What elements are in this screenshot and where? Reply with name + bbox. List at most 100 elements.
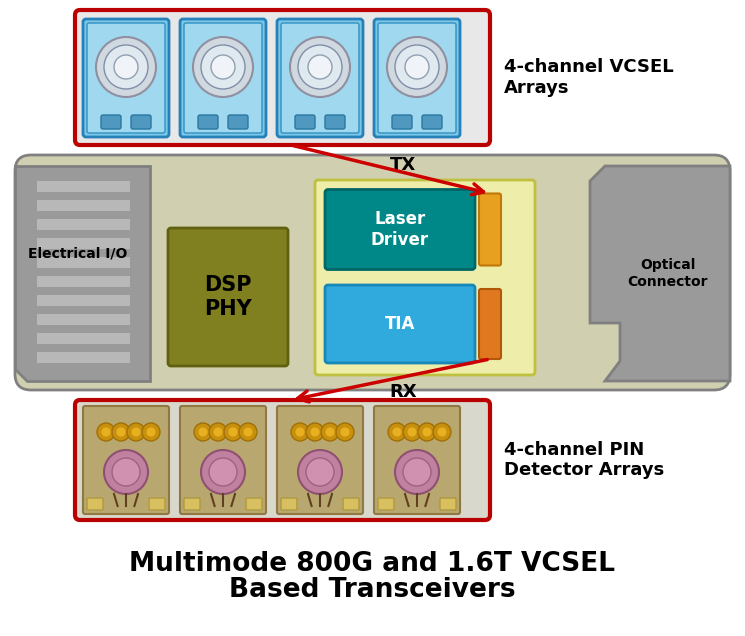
Circle shape <box>403 458 431 486</box>
Circle shape <box>101 427 111 437</box>
Circle shape <box>298 45 342 89</box>
FancyBboxPatch shape <box>149 498 165 510</box>
Text: DSP
PHY: DSP PHY <box>204 275 252 319</box>
FancyBboxPatch shape <box>246 498 262 510</box>
Circle shape <box>298 450 342 494</box>
FancyBboxPatch shape <box>83 406 169 514</box>
FancyBboxPatch shape <box>15 155 730 390</box>
FancyBboxPatch shape <box>75 10 490 145</box>
Circle shape <box>114 55 138 79</box>
Circle shape <box>127 423 145 441</box>
Circle shape <box>209 423 227 441</box>
FancyBboxPatch shape <box>479 289 501 359</box>
Circle shape <box>325 427 335 437</box>
Text: TIA: TIA <box>385 315 415 333</box>
Circle shape <box>407 427 417 437</box>
FancyBboxPatch shape <box>83 19 169 137</box>
Circle shape <box>211 55 235 79</box>
FancyBboxPatch shape <box>168 228 288 366</box>
Circle shape <box>213 427 223 437</box>
Text: Optical
Connector: Optical Connector <box>628 258 708 289</box>
Circle shape <box>336 423 354 441</box>
Bar <box>37 219 130 230</box>
Text: Laser
Driver: Laser Driver <box>371 210 429 249</box>
FancyBboxPatch shape <box>281 498 297 510</box>
Circle shape <box>395 450 439 494</box>
Circle shape <box>291 423 309 441</box>
Circle shape <box>310 427 320 437</box>
Circle shape <box>224 423 242 441</box>
Circle shape <box>433 423 451 441</box>
FancyBboxPatch shape <box>374 19 460 137</box>
Circle shape <box>405 55 429 79</box>
FancyBboxPatch shape <box>479 193 501 265</box>
FancyBboxPatch shape <box>75 400 490 520</box>
FancyBboxPatch shape <box>101 115 121 129</box>
FancyBboxPatch shape <box>343 498 359 510</box>
Text: Multimode 800G and 1.6T VCSEL: Multimode 800G and 1.6T VCSEL <box>129 551 615 577</box>
FancyBboxPatch shape <box>281 23 359 133</box>
Circle shape <box>392 427 402 437</box>
Circle shape <box>146 427 156 437</box>
Circle shape <box>201 45 245 89</box>
Circle shape <box>437 427 447 437</box>
Circle shape <box>194 423 212 441</box>
Circle shape <box>104 450 148 494</box>
Circle shape <box>239 423 257 441</box>
FancyBboxPatch shape <box>378 498 394 510</box>
Circle shape <box>306 423 324 441</box>
Bar <box>37 314 130 325</box>
Circle shape <box>97 423 115 441</box>
Circle shape <box>422 427 432 437</box>
FancyBboxPatch shape <box>198 115 218 129</box>
Text: 4-channel VCSEL
Arrays: 4-channel VCSEL Arrays <box>504 58 673 97</box>
Text: Electrical I/O: Electrical I/O <box>28 247 127 261</box>
Circle shape <box>418 423 436 441</box>
FancyBboxPatch shape <box>315 180 535 375</box>
Circle shape <box>131 427 141 437</box>
Circle shape <box>198 427 208 437</box>
Circle shape <box>387 37 447 97</box>
Text: RX: RX <box>389 383 416 401</box>
Bar <box>37 276 130 287</box>
FancyBboxPatch shape <box>87 498 103 510</box>
Circle shape <box>112 423 130 441</box>
FancyBboxPatch shape <box>295 115 315 129</box>
FancyBboxPatch shape <box>184 23 262 133</box>
Bar <box>37 200 130 211</box>
Circle shape <box>388 423 406 441</box>
FancyBboxPatch shape <box>277 19 363 137</box>
Bar <box>37 238 130 249</box>
Text: 4-channel PIN
Detector Arrays: 4-channel PIN Detector Arrays <box>504 441 665 480</box>
FancyBboxPatch shape <box>374 406 460 514</box>
Bar <box>37 352 130 363</box>
Circle shape <box>295 427 305 437</box>
Circle shape <box>228 427 238 437</box>
FancyBboxPatch shape <box>325 190 475 270</box>
FancyBboxPatch shape <box>392 115 412 129</box>
Circle shape <box>201 450 245 494</box>
Circle shape <box>112 458 140 486</box>
FancyBboxPatch shape <box>277 406 363 514</box>
Circle shape <box>340 427 350 437</box>
Circle shape <box>209 458 237 486</box>
Bar <box>37 181 130 192</box>
Polygon shape <box>590 166 730 381</box>
FancyBboxPatch shape <box>131 115 151 129</box>
Circle shape <box>142 423 160 441</box>
FancyBboxPatch shape <box>325 115 345 129</box>
FancyBboxPatch shape <box>184 498 200 510</box>
FancyBboxPatch shape <box>87 23 165 133</box>
FancyBboxPatch shape <box>378 23 456 133</box>
Bar <box>37 295 130 306</box>
Circle shape <box>96 37 156 97</box>
Text: Based Transceivers: Based Transceivers <box>229 577 516 603</box>
FancyBboxPatch shape <box>325 285 475 363</box>
Circle shape <box>104 45 148 89</box>
Polygon shape <box>15 166 150 381</box>
Circle shape <box>395 45 439 89</box>
Circle shape <box>306 458 334 486</box>
FancyBboxPatch shape <box>422 115 442 129</box>
Circle shape <box>308 55 332 79</box>
Circle shape <box>290 37 350 97</box>
